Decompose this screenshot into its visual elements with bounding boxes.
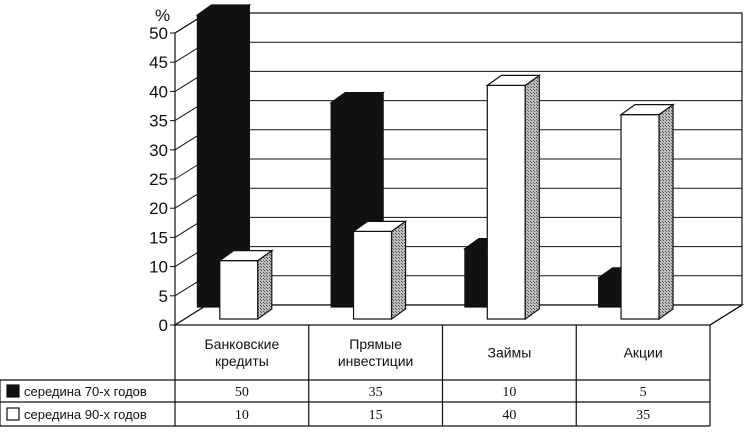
x-category-label: Прямые: [349, 336, 402, 352]
bar-side: [524, 74, 540, 321]
y-tick-label: 40: [149, 82, 168, 101]
legend-swatch: [6, 407, 20, 421]
bar-front: [486, 84, 526, 320]
bar: [351, 220, 408, 321]
y-unit-label: %: [155, 6, 170, 25]
y-tick-label: 10: [149, 258, 168, 277]
y-tick-label: 5: [159, 287, 168, 306]
y-tick-label: 15: [149, 228, 168, 247]
y-axis: 0 5 10 15 20 25 30 35 40 45 50: [149, 24, 175, 335]
bar-top: [351, 220, 408, 232]
data-cell: 15: [369, 408, 383, 423]
bar-side: [257, 249, 273, 321]
bar-top: [485, 74, 542, 87]
bars: [195, 3, 675, 321]
data-cell: 5: [640, 385, 647, 400]
y-tick-label: 45: [149, 53, 168, 72]
bar-front: [352, 230, 393, 320]
legend-label: середина 90-х годов: [24, 407, 147, 422]
bar: [195, 3, 252, 309]
data-cell: 35: [636, 408, 650, 423]
y-tick-label: 0: [159, 316, 168, 335]
bar-side: [658, 103, 674, 321]
data-cell: 10: [235, 408, 249, 423]
bar-top: [619, 103, 675, 116]
bar-top: [195, 4, 252, 16]
x-category-label: кредиты: [215, 353, 269, 369]
bar: [485, 74, 542, 321]
x-category-label: Банковские: [204, 336, 279, 352]
y-tick-label: 25: [149, 170, 168, 189]
data-cell: 40: [502, 408, 516, 423]
bar-front: [620, 113, 660, 320]
y-tick-label: 50: [149, 24, 168, 43]
x-category-label: инвестиции: [338, 353, 414, 369]
bar: [217, 249, 274, 321]
x-category-label: Займы: [488, 345, 532, 361]
data-cell: 10: [502, 385, 516, 400]
bar-side: [390, 220, 407, 321]
legend-swatch: [6, 384, 20, 398]
table-rule: [709, 304, 743, 326]
y-tick-label: 30: [149, 141, 168, 160]
bar-top: [329, 91, 386, 104]
data-cell: 50: [235, 385, 249, 400]
y-tick-label: 35: [149, 112, 168, 131]
y-tick-label: 20: [149, 199, 168, 218]
bar-front: [219, 260, 259, 320]
data-cell: 35: [369, 385, 383, 400]
legend-label: середина 70-х годов: [24, 384, 147, 399]
x-category-label: Акции: [624, 345, 663, 361]
bar: [619, 103, 675, 321]
bar-top: [217, 250, 274, 262]
